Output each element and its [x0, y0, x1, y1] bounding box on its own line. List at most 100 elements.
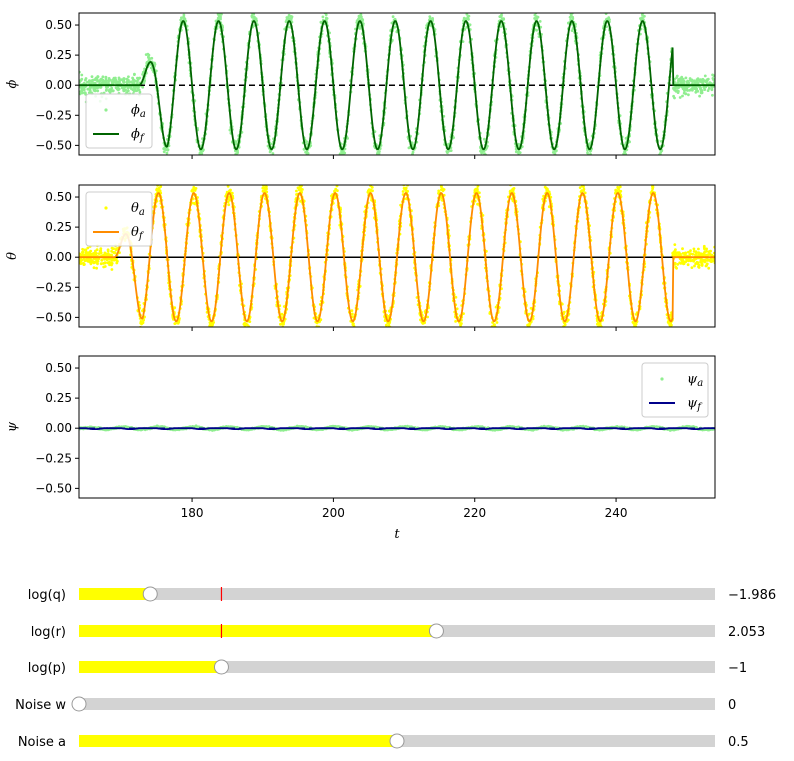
data-point: [483, 156, 486, 159]
data-point: [703, 247, 706, 251]
data-point: [302, 147, 306, 151]
data-point: [99, 262, 103, 266]
data-point: [676, 91, 680, 94]
data-point: [695, 87, 698, 90]
data-point: [692, 259, 695, 263]
data-point: [95, 266, 98, 270]
data-point: [269, 161, 272, 164]
data-point: [359, 13, 363, 16]
data-point: [101, 75, 105, 79]
data-point: [686, 263, 690, 267]
data-point: [351, 323, 355, 326]
data-point: [641, 13, 644, 17]
data-point: [265, 190, 269, 194]
data-point: [689, 252, 692, 256]
data-point: [596, 321, 600, 325]
data-point: [528, 322, 532, 326]
data-point: [690, 266, 694, 269]
data-point: [288, 17, 291, 21]
data-point: [467, 14, 471, 18]
data-point: [448, 149, 451, 153]
data-point: [619, 189, 623, 193]
data-point: [95, 77, 99, 81]
data-point: [390, 21, 394, 25]
data-point: [695, 89, 698, 93]
data-point: [651, 185, 655, 188]
data-point: [462, 19, 465, 22]
data-point: [465, 13, 469, 16]
data-point: [357, 17, 361, 20]
data-point: [94, 257, 98, 261]
data-point: [122, 80, 126, 84]
data-point: [696, 261, 700, 265]
data-point: [588, 149, 592, 153]
data-point: [588, 142, 592, 146]
data-point: [700, 261, 703, 264]
data-point: [103, 257, 106, 261]
data-point: [85, 250, 88, 254]
data-point: [483, 137, 486, 141]
data-point: [600, 328, 603, 331]
data-point: [510, 189, 514, 192]
data-point: [228, 128, 232, 132]
data-point: [495, 321, 499, 324]
data-point: [569, 14, 573, 17]
data-point: [502, 17, 506, 21]
data-point: [104, 81, 108, 84]
data-point: [704, 85, 708, 89]
data-point: [598, 336, 601, 339]
data-point: [139, 321, 143, 325]
data-point: [182, 13, 186, 17]
data-point: [386, 327, 389, 330]
data-point: [136, 78, 140, 81]
data-point: [459, 323, 462, 327]
data-point: [141, 73, 145, 76]
data-point: [384, 323, 388, 327]
data-point: [581, 179, 584, 182]
data-point: [377, 159, 380, 162]
data-point: [673, 96, 676, 100]
data-point: [146, 52, 150, 56]
data-point: [706, 89, 710, 92]
data-point: [177, 320, 181, 324]
data-point: [685, 86, 689, 90]
data-point: [676, 263, 680, 266]
data-point: [465, 8, 468, 11]
data-point: [684, 76, 688, 80]
data-point: [86, 246, 90, 250]
data-point: [712, 259, 715, 263]
data-point: [578, 186, 582, 190]
data-point: [457, 327, 460, 330]
data-point: [476, 202, 479, 206]
data-point: [448, 156, 451, 159]
data-point: [682, 79, 686, 83]
data-point: [693, 264, 696, 268]
data-point: [236, 151, 240, 155]
data-point: [478, 191, 481, 195]
data-point: [700, 264, 704, 267]
data-point: [404, 179, 407, 182]
data-point: [84, 248, 88, 252]
data-point: [132, 89, 136, 93]
data-point: [697, 247, 700, 251]
plot-area: [79, 6, 715, 164]
data-point: [702, 244, 706, 248]
data-point: [635, 331, 638, 334]
data-point: [157, 186, 161, 190]
data-point: [692, 250, 696, 253]
data-point: [135, 86, 139, 89]
data-point: [155, 188, 159, 192]
data-point: [707, 250, 711, 254]
data-point: [333, 189, 336, 193]
data-point: [96, 75, 100, 79]
data-point: [110, 262, 114, 265]
data-point: [481, 150, 484, 154]
data-point: [104, 76, 108, 80]
data-point: [681, 94, 684, 98]
data-point: [687, 250, 690, 254]
data-point: [141, 85, 145, 89]
data-point: [643, 10, 646, 13]
data-point: [615, 190, 619, 193]
data-point: [253, 6, 256, 9]
